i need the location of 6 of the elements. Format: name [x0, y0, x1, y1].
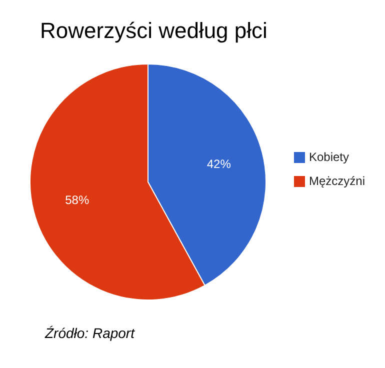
data-label: 58%: [65, 193, 90, 208]
text: Źródło: Raport: [45, 325, 134, 341]
data-label: 42%: [206, 156, 232, 171]
legend-label: Mężczyźni: [308, 174, 365, 188]
legend-label: Kobiety: [308, 150, 350, 164]
chart-title: Rowerzyści według płci: [40, 18, 268, 44]
